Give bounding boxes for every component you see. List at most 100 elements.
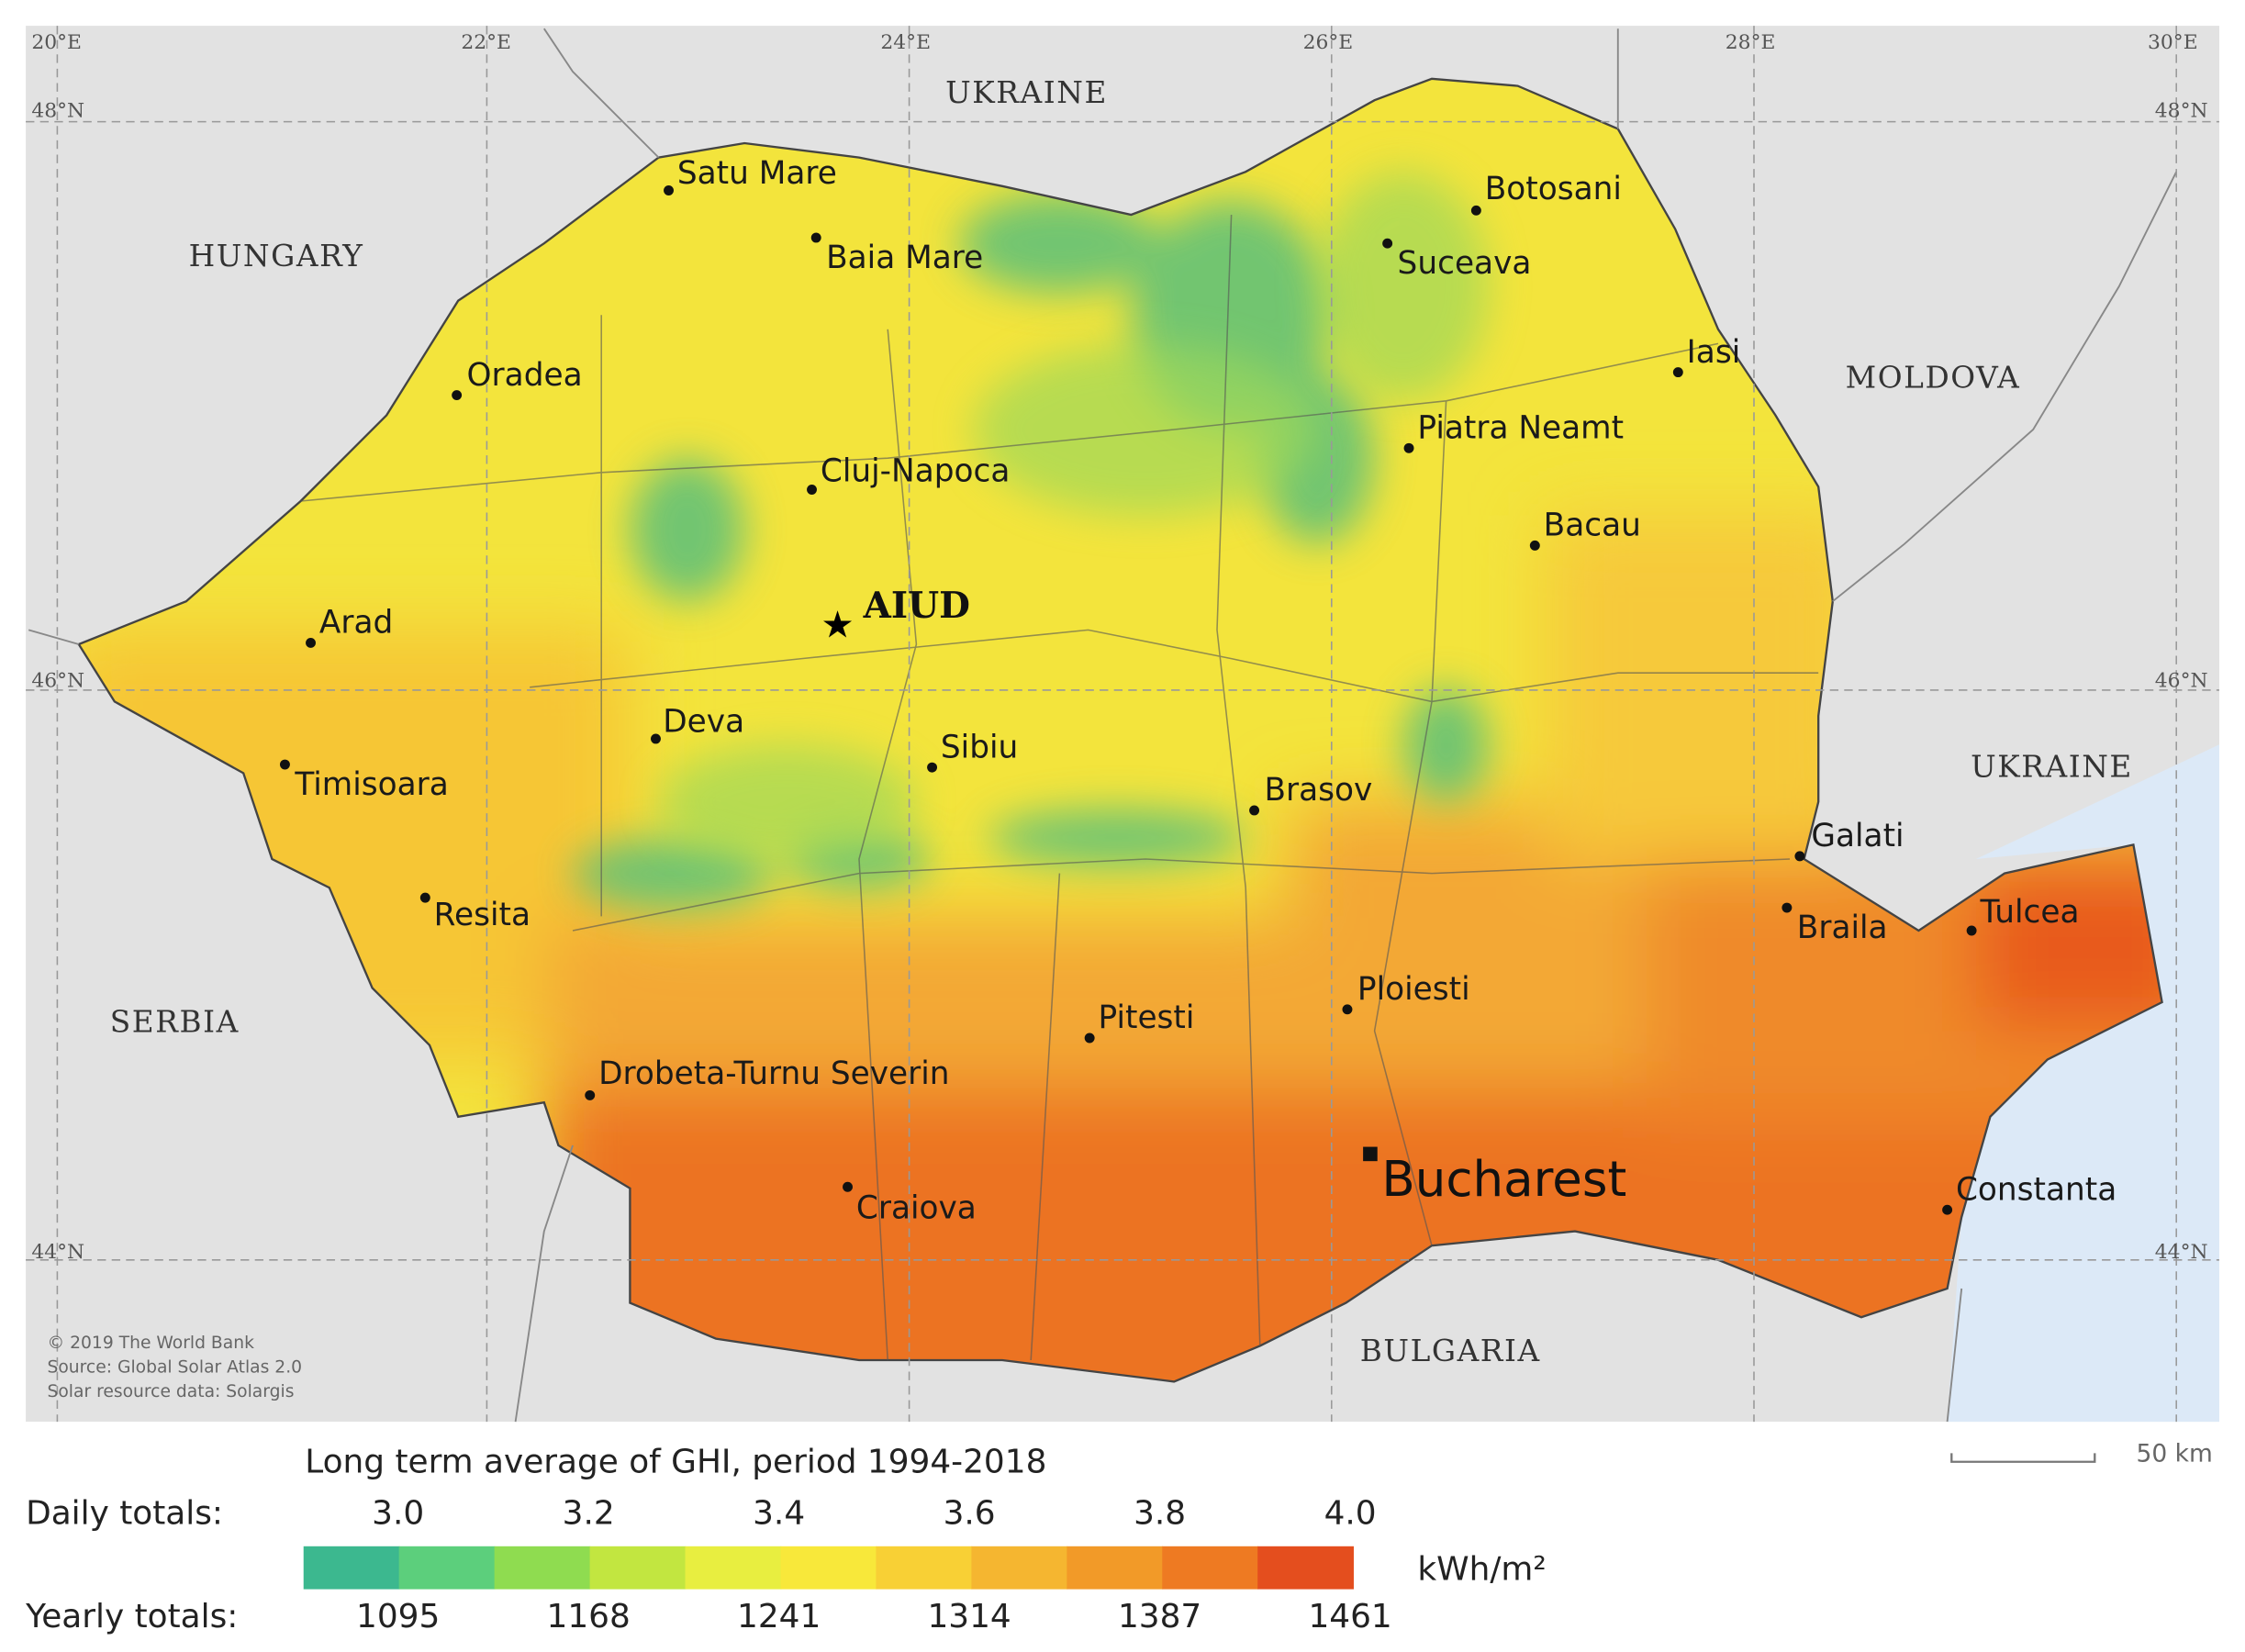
legend-swatch — [303, 1546, 400, 1590]
country-label: SERBIA — [110, 1004, 240, 1039]
legend-daily-value: 3.8 — [1134, 1494, 1186, 1532]
legend-swatch — [589, 1546, 687, 1590]
latitude-label: 46°N — [2155, 670, 2208, 693]
country-label: MOLDOVA — [1846, 360, 2021, 395]
county-borders — [300, 214, 1819, 1361]
city-dot — [585, 1089, 596, 1100]
longitude-label: 20°E — [31, 31, 82, 54]
city-dot — [1942, 1204, 1953, 1215]
city-label: Drobeta-Turnu Severin — [598, 1055, 949, 1092]
highlight-label: AIUD — [863, 585, 970, 627]
longitude-label: 24°E — [880, 31, 931, 54]
legend-yearly-value: 1461 — [1308, 1598, 1391, 1635]
credit: Solar resource data: Solargis — [47, 1382, 294, 1401]
city-label: Baia Mare — [826, 240, 983, 276]
city-label: Timisoara — [294, 766, 448, 803]
legend-swatch — [1257, 1546, 1354, 1590]
city-label: Tulcea — [1979, 894, 2079, 931]
latitude-label: 48°N — [31, 100, 84, 123]
latitude-label: 46°N — [31, 670, 84, 693]
graticule — [26, 26, 2219, 1423]
city-label: Pitesti — [1099, 999, 1195, 1036]
city-dot — [927, 762, 938, 773]
labels: 20°E 22°E 24°E 26°E 28°E 30°E 48°N 48°N … — [25, 31, 2213, 1635]
credit: © 2019 The World Bank — [47, 1334, 254, 1353]
legend-unit: kWh/m² — [1417, 1550, 1546, 1588]
city-label: Arad — [319, 605, 393, 642]
legend-daily-value: 3.2 — [563, 1494, 615, 1532]
romania-border — [77, 77, 2163, 1383]
legend-swatch — [1067, 1546, 1164, 1590]
city-label: Resita — [434, 897, 531, 933]
legend-yearly-value: 1168 — [547, 1598, 631, 1635]
city-dot — [1781, 902, 1793, 913]
city-dot — [1966, 925, 1977, 936]
scale-label: 50 km — [2137, 1439, 2213, 1468]
legend-swatch — [876, 1546, 973, 1590]
legend-yearly-label: Yearly totals: — [25, 1598, 238, 1635]
city-label: Botosani — [1485, 171, 1622, 207]
credit: Source: Global Solar Atlas 2.0 — [47, 1357, 302, 1377]
legend-yearly-value: 1387 — [1118, 1598, 1201, 1635]
capital-marker — [1363, 1146, 1378, 1162]
longitude-label: 30°E — [2148, 31, 2198, 54]
legend-daily-value: 3.4 — [753, 1494, 805, 1532]
city-label: Ploiesti — [1357, 971, 1470, 1008]
legend-yearly-value: 1241 — [737, 1598, 821, 1635]
legend-yearly-value: 1095 — [356, 1598, 440, 1635]
sea — [1947, 744, 2219, 1423]
city-dot — [1672, 367, 1683, 378]
city-label: Oradea — [467, 357, 583, 394]
legend-swatch — [685, 1546, 782, 1590]
longitude-label: 28°E — [1726, 31, 1776, 54]
city-dot — [1529, 540, 1540, 551]
country-label: UKRAINE — [1971, 750, 2133, 785]
city-dot — [1794, 851, 1805, 862]
city-label: Galati — [1811, 818, 1904, 854]
city-label: Constanta — [1956, 1171, 2117, 1208]
city-dot — [306, 637, 316, 648]
city-dot — [452, 390, 463, 401]
scale-bar — [1950, 1453, 2096, 1463]
city-dot — [1382, 238, 1393, 249]
city-label: Bacau — [1544, 508, 1641, 544]
city-label: Sibiu — [941, 729, 1018, 765]
city-dot — [279, 759, 290, 770]
city-dot — [1403, 442, 1414, 453]
legend-daily-label: Daily totals: — [26, 1494, 223, 1532]
city-label: Craiova — [856, 1190, 977, 1227]
legend-title: Long term average of GHI, period 1994-20… — [305, 1443, 1046, 1480]
country-borders — [28, 28, 2178, 1423]
city-dot — [1084, 1032, 1095, 1044]
city-dot — [1249, 805, 1260, 816]
latitude-label: 48°N — [2155, 100, 2208, 123]
city-label: Braila — [1797, 910, 1888, 946]
legend-swatch — [780, 1546, 877, 1590]
star-marker: ★ — [821, 602, 854, 646]
legend-yearly-value: 1314 — [927, 1598, 1011, 1635]
legend-swatch — [1162, 1546, 1259, 1590]
city-dot — [843, 1181, 853, 1192]
city-label: Piatra Neamt — [1417, 409, 1624, 446]
city-dot — [1342, 1004, 1353, 1015]
legend-swatch — [494, 1546, 591, 1590]
capital-label: Bucharest — [1381, 1151, 1626, 1208]
city-dot — [1470, 205, 1481, 216]
longitude-label: 22°E — [461, 31, 511, 54]
country-label: UKRAINE — [945, 75, 1108, 110]
city-dot — [664, 185, 674, 195]
city-label: Deva — [663, 703, 744, 740]
legend-daily-value: 3.6 — [944, 1494, 996, 1532]
country-label: BULGARIA — [1360, 1334, 1541, 1368]
city-label: Brasov — [1264, 772, 1372, 809]
legend-daily-value: 4.0 — [1324, 1494, 1377, 1532]
city-label: Satu Mare — [677, 155, 837, 192]
city-dot — [651, 733, 661, 744]
legend-daily-value: 3.0 — [372, 1494, 424, 1532]
city-dot — [807, 485, 817, 495]
legend-swatch — [398, 1546, 496, 1590]
legend-swatch — [971, 1546, 1068, 1590]
latitude-label: 44°N — [31, 1241, 84, 1264]
